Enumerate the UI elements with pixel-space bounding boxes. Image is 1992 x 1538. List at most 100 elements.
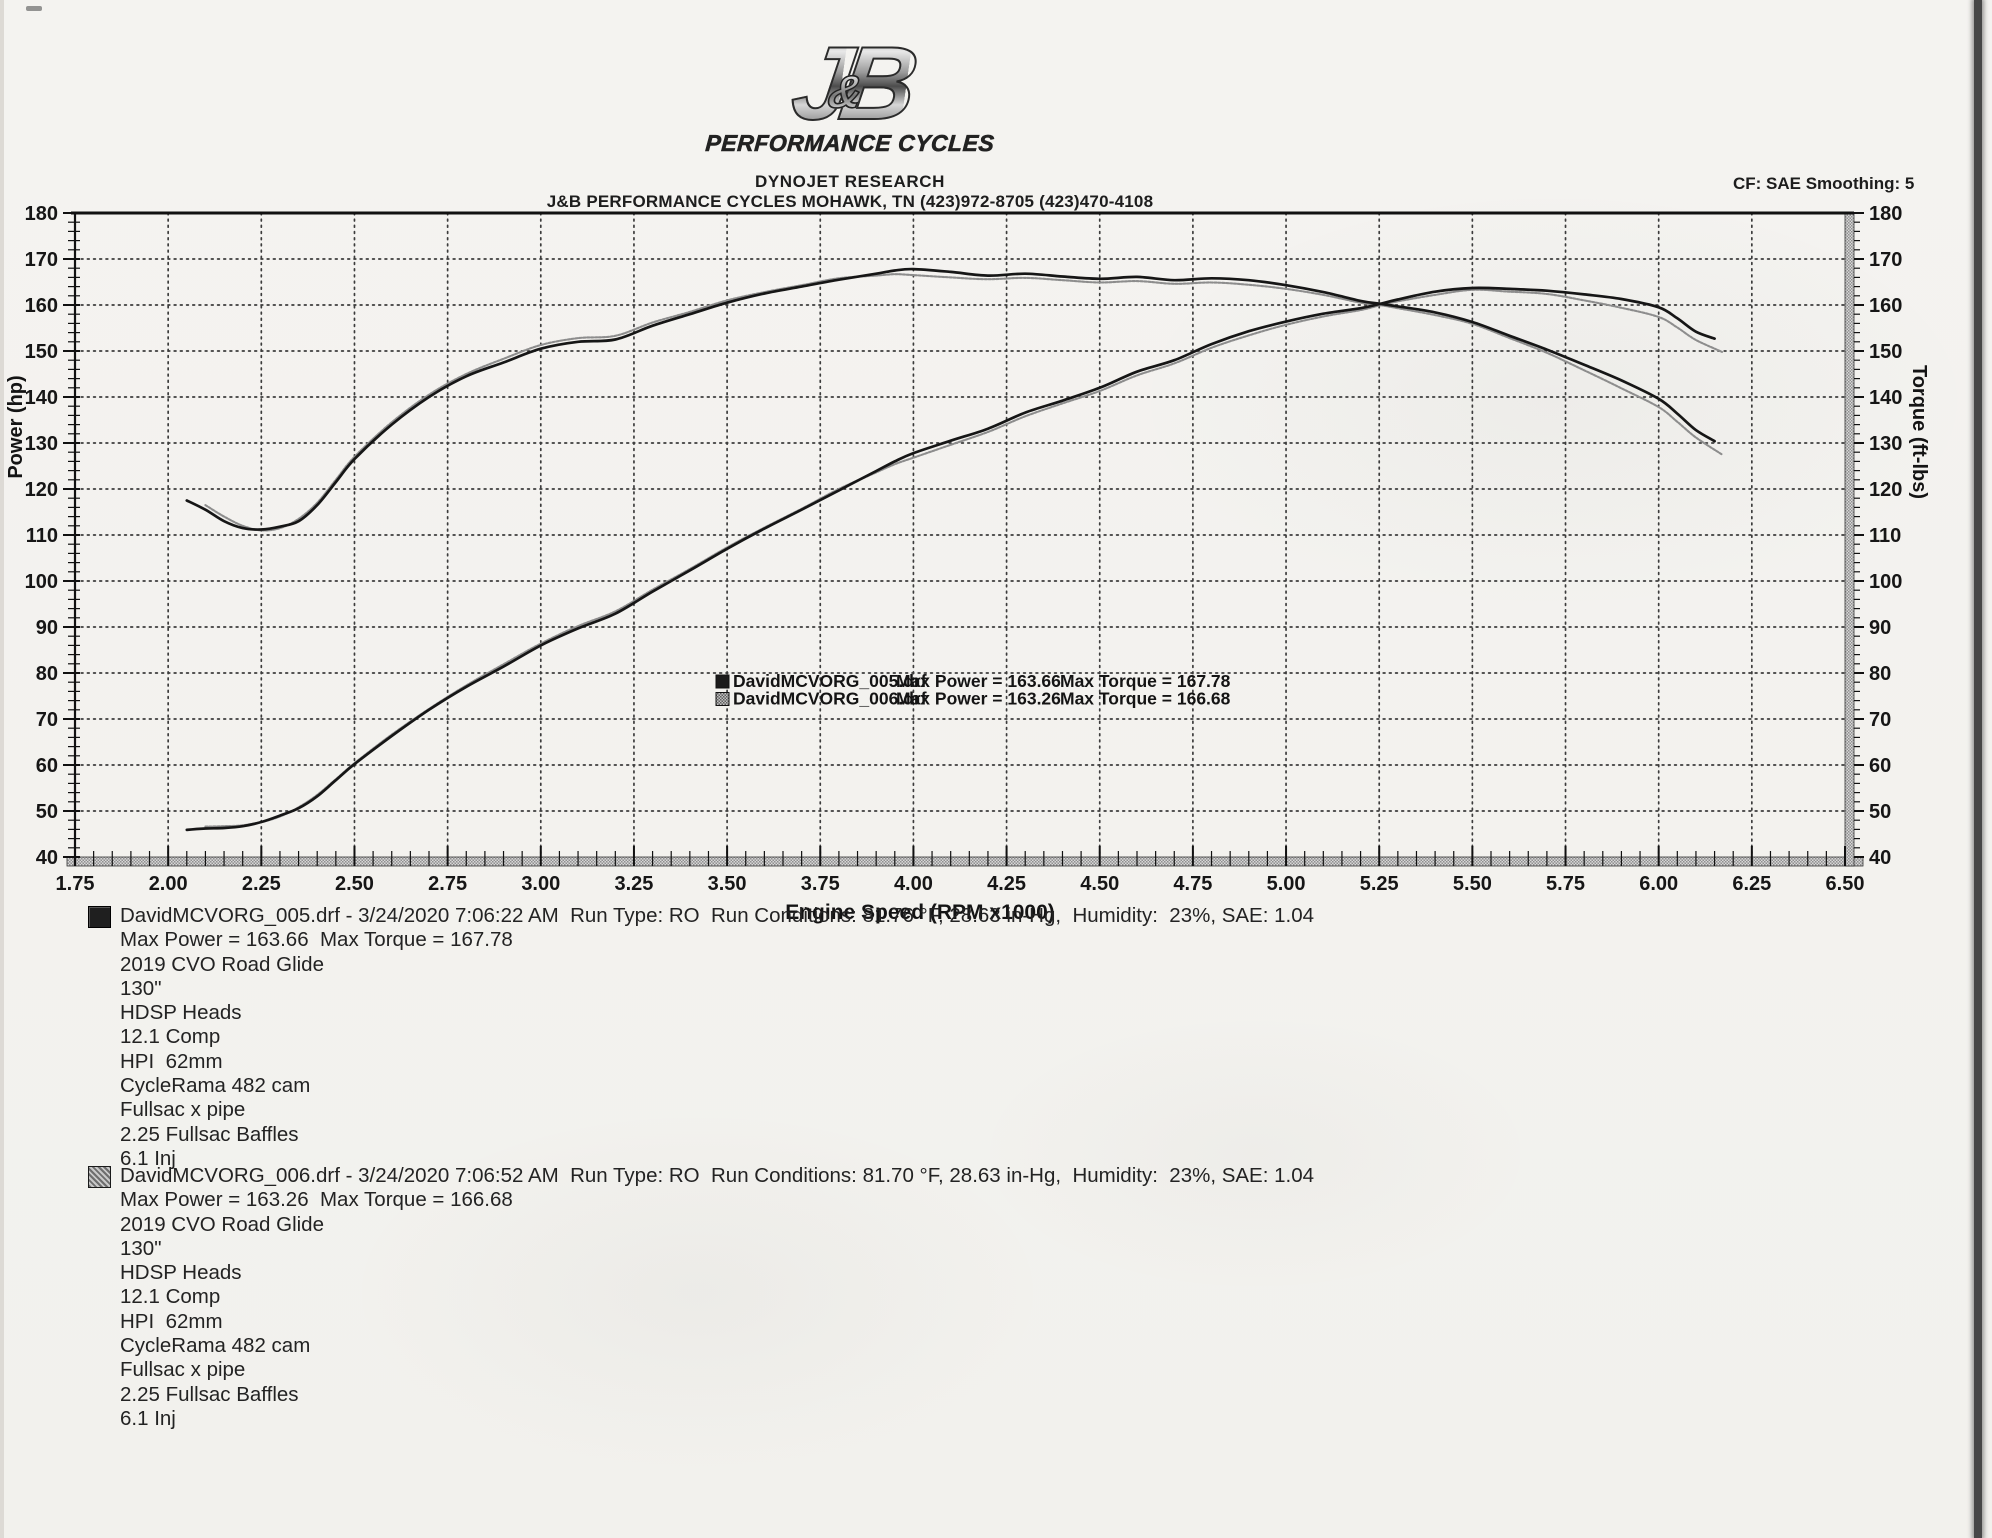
torque-axis-label: 160 bbox=[1869, 295, 1902, 317]
scan-speck bbox=[26, 6, 42, 11]
legend-file-name: DavidMCVORG_006.drf bbox=[733, 689, 927, 709]
power-axis-label: 40 bbox=[36, 847, 58, 869]
rpm-axis-label: 4.00 bbox=[894, 873, 933, 895]
spec-line: HDSP Heads bbox=[120, 1261, 242, 1285]
torque-axis-label: 90 bbox=[1869, 617, 1891, 639]
power-axis-label: 130 bbox=[25, 433, 58, 455]
spec-line: HPI 62mm bbox=[120, 1309, 223, 1333]
run-005-spec-list: 2019 CVO Road Glide 130" HDSP Heads 12.1 Co… bbox=[120, 953, 1620, 1172]
power-axis-label: 170 bbox=[25, 249, 58, 271]
rpm-axis-label: 5.50 bbox=[1453, 873, 1492, 895]
rpm-axis-label: 2.25 bbox=[242, 873, 281, 895]
curve-run-005-torque-ft-lbs- bbox=[185, 267, 1716, 531]
ylabel-power: Power (hp) bbox=[5, 375, 27, 478]
curve-run-006-power-hp- bbox=[204, 288, 1724, 828]
run-005-header: DavidMCVORG_005.drf - 3/24/2020 7:06:22 … bbox=[120, 904, 1315, 927]
torque-axis-label: 130 bbox=[1869, 433, 1902, 455]
run-006-max-values: Max Power = 163.26 Max Torque = 166.68 bbox=[120, 1188, 513, 1212]
torque-axis-label: 40 bbox=[1869, 847, 1891, 869]
run-006-header: DavidMCVORG_006.drf - 3/24/2020 7:06:52 … bbox=[120, 1164, 1315, 1187]
power-axis-label: 60 bbox=[36, 755, 58, 777]
rpm-axis-label: 1.75 bbox=[56, 873, 95, 895]
power-axis-label: 150 bbox=[25, 341, 58, 363]
torque-axis-label: 80 bbox=[1869, 663, 1891, 685]
spec-line: 2019 CVO Road Glide bbox=[120, 952, 324, 976]
torque-axis-label: 110 bbox=[1869, 525, 1901, 547]
spec-line: 2.25 Fullsac Baffles bbox=[120, 1122, 299, 1146]
run-005-color-swatch bbox=[88, 906, 111, 928]
rpm-axis-label: 5.25 bbox=[1360, 873, 1399, 895]
rpm-axis-label: 4.50 bbox=[1080, 873, 1119, 895]
legend-swatch-005 bbox=[715, 674, 730, 689]
rpm-axis-label: 3.00 bbox=[521, 873, 560, 895]
torque-axis-label: 180 bbox=[1869, 203, 1902, 225]
right-axis-band bbox=[1844, 212, 1855, 867]
spec-line: Fullsac x pipe bbox=[120, 1358, 246, 1382]
rpm-axis-label: 5.00 bbox=[1267, 873, 1306, 895]
header-dynojet-research: DYNOJET RESEARCH bbox=[754, 172, 946, 191]
header-shop-address-phone: J&B PERFORMANCE CYCLES MOHAWK, TN (423)9… bbox=[546, 192, 1154, 211]
rpm-axis-label: 5.75 bbox=[1546, 873, 1585, 895]
rpm-axis-label: 3.25 bbox=[614, 873, 653, 895]
spec-line: CycleRama 482 cam bbox=[120, 1334, 311, 1358]
ylabel-torque: Torque (ft-lbs) bbox=[1908, 365, 1930, 499]
rpm-axis-label: 2.75 bbox=[428, 873, 467, 895]
power-axis-label: 80 bbox=[36, 663, 58, 685]
legend-swatch-006 bbox=[715, 692, 730, 706]
spec-line: 6.1 Inj bbox=[120, 1406, 176, 1430]
torque-axis-label: 170 bbox=[1869, 249, 1902, 271]
torque-axis-label: 150 bbox=[1869, 341, 1902, 363]
axis-ticks bbox=[63, 212, 1864, 866]
scan-edge-left bbox=[0, 0, 4, 1538]
torque-axis-label: 70 bbox=[1869, 709, 1891, 731]
legend-max-torque: Max Torque = 167.78 bbox=[1060, 671, 1231, 691]
spec-line: 12.1 Comp bbox=[120, 1285, 221, 1309]
power-axis-label: 90 bbox=[36, 617, 58, 639]
power-axis-label: 110 bbox=[26, 525, 58, 547]
rpm-axis-label: 3.50 bbox=[708, 873, 747, 895]
spec-line: 2.25 Fullsac Baffles bbox=[120, 1382, 299, 1406]
spec-line: 130" bbox=[120, 1236, 162, 1260]
rpm-axis-label: 6.00 bbox=[1639, 873, 1678, 895]
spec-line: 12.1 Comp bbox=[120, 1025, 221, 1049]
torque-axis-label: 50 bbox=[1869, 801, 1891, 823]
run-006-spec-list: 2019 CVO Road Glide 130" HDSP Heads 12.1 Co… bbox=[120, 1213, 1620, 1432]
rpm-axis-label: 4.75 bbox=[1173, 873, 1212, 895]
axis-tick-labels: 40 40 50 50 60 60 70 70 80 80 90 90 100 100 110 110 120 1… bbox=[25, 203, 1903, 895]
run-block-005: DavidMCVORG_005.drf - 3/24/2020 7:06:22 … bbox=[88, 904, 1620, 1172]
run-005-max-values: Max Power = 163.66 Max Torque = 167.78 bbox=[120, 928, 513, 952]
power-axis-label: 120 bbox=[25, 479, 58, 501]
spec-line: Fullsac x pipe bbox=[120, 1098, 246, 1122]
correction-smoothing-note: CF: SAE Smoothing: 5 bbox=[1733, 174, 1915, 193]
curve-run-005-power-hp- bbox=[185, 286, 1716, 832]
spec-line: 2019 CVO Road Glide bbox=[120, 1212, 324, 1236]
run-006-color-swatch bbox=[88, 1166, 111, 1188]
rpm-axis-label: 6.25 bbox=[1732, 873, 1771, 895]
rpm-axis-label: 6.50 bbox=[1826, 873, 1865, 895]
dyno-chart-svg: 40 40 50 50 60 60 70 70 80 80 90 90 100 100 110 110 120 1… bbox=[5, 203, 1930, 924]
torque-axis-label: 100 bbox=[1869, 571, 1902, 593]
legend-max-power: Max Power = 163.66 bbox=[896, 671, 1061, 691]
legend-file-name: DavidMCVORG_005.drf bbox=[733, 671, 927, 691]
scan-edge-right bbox=[1974, 0, 1982, 1538]
spec-line: HDSP Heads bbox=[120, 1001, 242, 1025]
torque-axis-label: 60 bbox=[1869, 755, 1891, 777]
rpm-axis-label: 2.00 bbox=[149, 873, 188, 895]
legend-max-torque: Max Torque = 166.68 bbox=[1060, 689, 1231, 709]
run-block-006: DavidMCVORG_006.drf - 3/24/2020 7:06:52 … bbox=[88, 1164, 1620, 1432]
power-axis-label: 180 bbox=[25, 203, 58, 225]
x-axis-band bbox=[66, 856, 1864, 867]
rpm-axis-label: 3.75 bbox=[801, 873, 840, 895]
power-axis-label: 50 bbox=[36, 801, 58, 823]
spec-line: 6.1 Inj bbox=[120, 1146, 176, 1170]
torque-axis-label: 120 bbox=[1869, 479, 1902, 501]
curve-run-006-torque-ft-lbs- bbox=[204, 273, 1724, 532]
rpm-axis-label: 4.25 bbox=[987, 873, 1026, 895]
power-axis-label: 160 bbox=[25, 295, 58, 317]
rpm-axis-label: 2.50 bbox=[335, 873, 374, 895]
power-axis-label: 100 bbox=[25, 571, 58, 593]
legend-max-power: Max Power = 163.26 bbox=[896, 689, 1061, 709]
